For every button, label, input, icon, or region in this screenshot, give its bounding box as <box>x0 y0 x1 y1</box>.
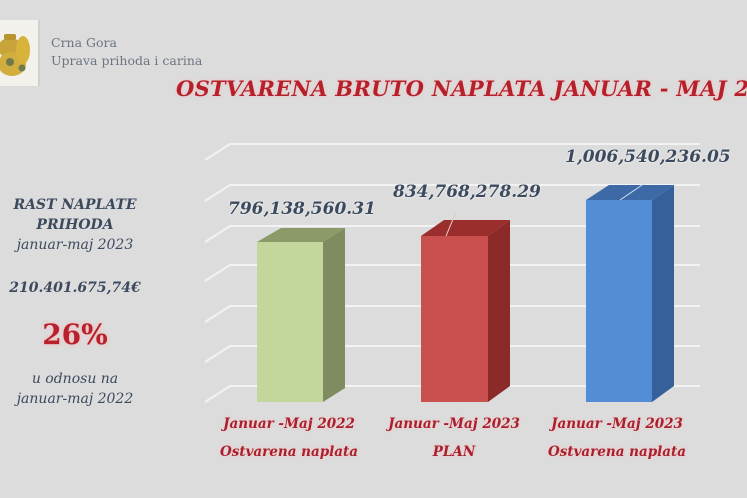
category-period: Januar -Maj 2023 <box>388 416 520 432</box>
comparison-line2: januar-maj 2022 <box>16 391 134 407</box>
category-period: Januar -Maj 2022 <box>223 416 355 432</box>
category-type: Ostvarena naplata <box>547 444 686 460</box>
growth-summary-panel: RAST NAPLATE PRIHODA januar-maj 2023 210… <box>0 195 150 409</box>
category-label-2023-plan: Januar -Maj 2023 PLAN <box>374 415 534 461</box>
chart-title: OSTVARENA BRUTO NAPLATA JANUAR - MAJ 20 <box>176 76 747 101</box>
summary-heading-line2: PRIHODA <box>36 217 114 233</box>
montenegro-coat-of-arms-icon <box>0 34 30 76</box>
category-type: Ostvarena naplata <box>219 444 358 460</box>
bar-2022-actual <box>257 228 345 402</box>
org-agency: Uprava prihoda i carina <box>51 53 203 68</box>
comparison-line1: u odnosu na <box>31 371 119 387</box>
bar-2023-plan <box>421 211 510 402</box>
category-label-2022-actual: Januar -Maj 2022 Ostvarena naplata <box>209 415 369 461</box>
category-label-2023-actual: Januar -Maj 2023 Ostvarena naplata <box>537 415 697 461</box>
bar-value-2023-actual: 1,006,540,236.05 <box>565 147 731 167</box>
summary-period: januar-maj 2023 <box>16 237 134 253</box>
bar-value-2023-plan: 834,768,278.29 <box>393 182 541 202</box>
bar-2023-actual <box>586 182 674 402</box>
bar-value-2022-actual: 796,138,560.31 <box>228 199 376 219</box>
coat-of-arms-logo <box>0 20 40 86</box>
gridlines <box>204 143 700 403</box>
growth-percent: 26% <box>42 318 108 351</box>
growth-amount: 210.401.675,74€ <box>9 280 141 296</box>
org-country: Crna Gora <box>51 35 117 50</box>
category-type: PLAN <box>432 444 476 460</box>
category-period: Januar -Maj 2023 <box>551 416 683 432</box>
organization-name: Crna Gora Uprava prihoda i carina <box>51 34 202 70</box>
summary-heading-line1: RAST NAPLATE <box>13 197 137 213</box>
